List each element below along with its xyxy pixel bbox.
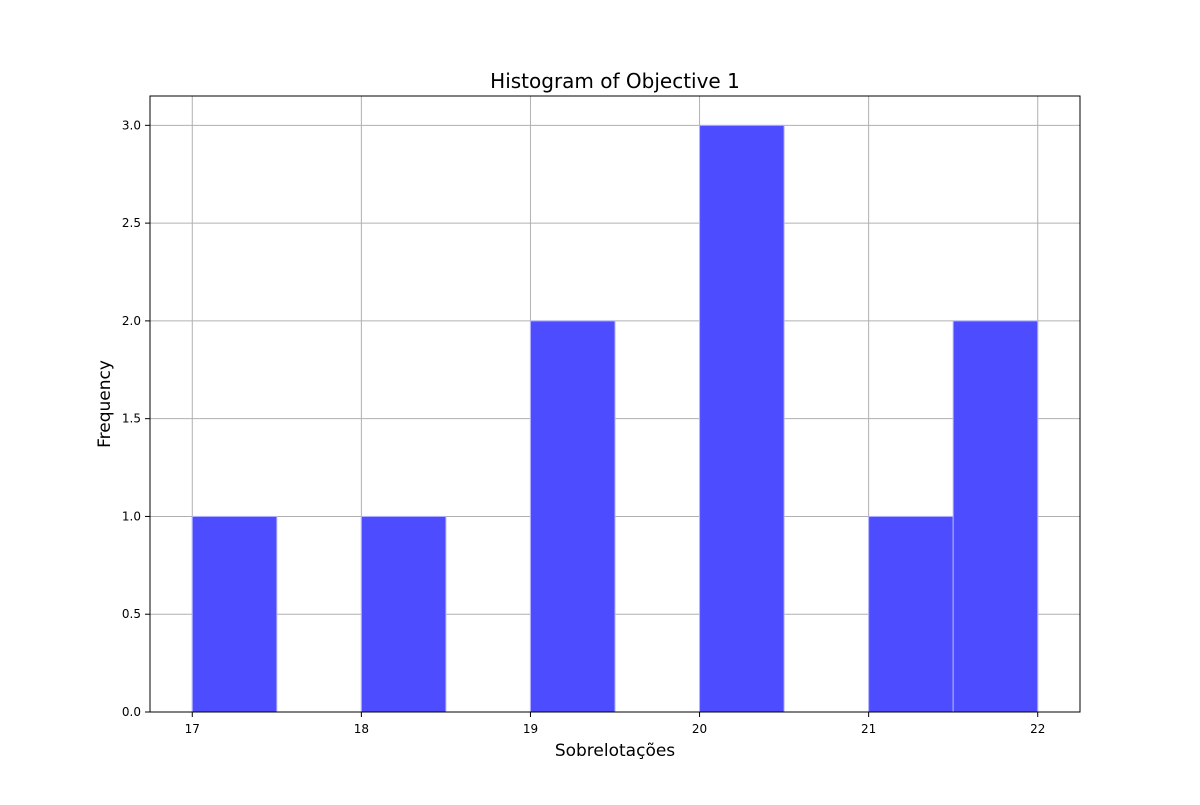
x-tick-label: 22 [1030,722,1045,736]
x-tick-label: 20 [692,722,707,736]
y-tick-label: 3.0 [122,118,141,132]
x-tick-label: 17 [185,722,200,736]
y-tick-label: 0.0 [122,705,141,719]
y-tick-label: 2.0 [122,314,141,328]
y-axis-label: Frequency [95,360,115,448]
plot-frame [149,95,1081,713]
x-tick-label: 21 [861,722,876,736]
histogram-bar [868,515,954,713]
histogram-bar [529,320,616,713]
histogram-bar [191,515,278,713]
ticks-layer: 17 18 19 20 21 22 0.0 0.5 1.0 1.5 2.0 2.5 3.0 [122,118,1045,736]
x-axis-label: Sobrelotações [555,741,675,761]
y-tick-label: 1.0 [122,509,141,523]
x-tick-label: 19 [523,722,538,736]
x-tick-label: 18 [354,722,369,736]
y-tick-label: 1.5 [122,412,141,426]
y-tick-label: 0.5 [122,607,141,621]
histogram-bar [360,515,447,713]
bars-layer [191,124,1039,713]
histogram-bar [952,320,1039,713]
chart-title: Histogram of Objective 1 [490,69,740,93]
y-tick-label: 2.5 [122,216,141,230]
histogram-bar [699,124,785,713]
